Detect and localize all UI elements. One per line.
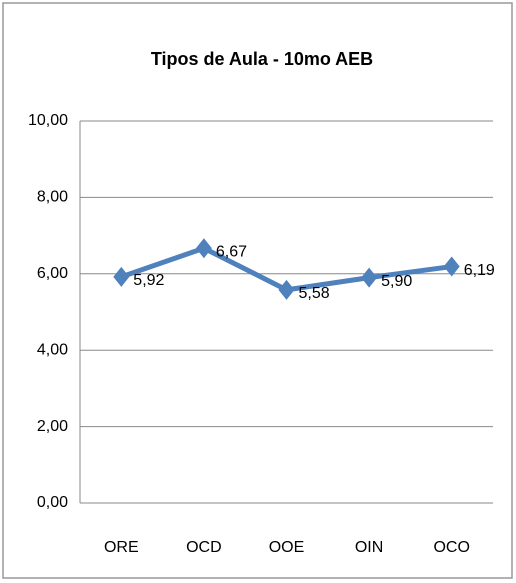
data-label: 6,19 <box>464 262 495 279</box>
data-label: 6,67 <box>216 243 247 260</box>
y-tick-label: 0,00 <box>37 494 68 511</box>
data-label: 5,92 <box>133 272 164 289</box>
x-tick-label: ORE <box>104 539 139 556</box>
data-label: 5,58 <box>299 285 330 302</box>
marker <box>195 238 212 259</box>
data-label: 5,90 <box>381 273 412 290</box>
y-tick-label: 4,00 <box>37 341 68 358</box>
marker <box>443 256 460 277</box>
x-tick-label: OOE <box>269 539 305 556</box>
y-tick-label: 6,00 <box>37 265 68 282</box>
marker <box>278 279 295 300</box>
marker <box>113 266 130 287</box>
y-tick-label: 10,00 <box>28 112 68 129</box>
x-tick-label: OCD <box>186 539 222 556</box>
x-tick-label: OIN <box>355 539 383 556</box>
marker <box>361 267 378 288</box>
y-tick-label: 2,00 <box>37 418 68 435</box>
chart-title: Tipos de Aula - 10mo AEB <box>151 49 373 69</box>
x-tick-label: OCO <box>433 539 469 556</box>
y-tick-label: 8,00 <box>37 189 68 206</box>
